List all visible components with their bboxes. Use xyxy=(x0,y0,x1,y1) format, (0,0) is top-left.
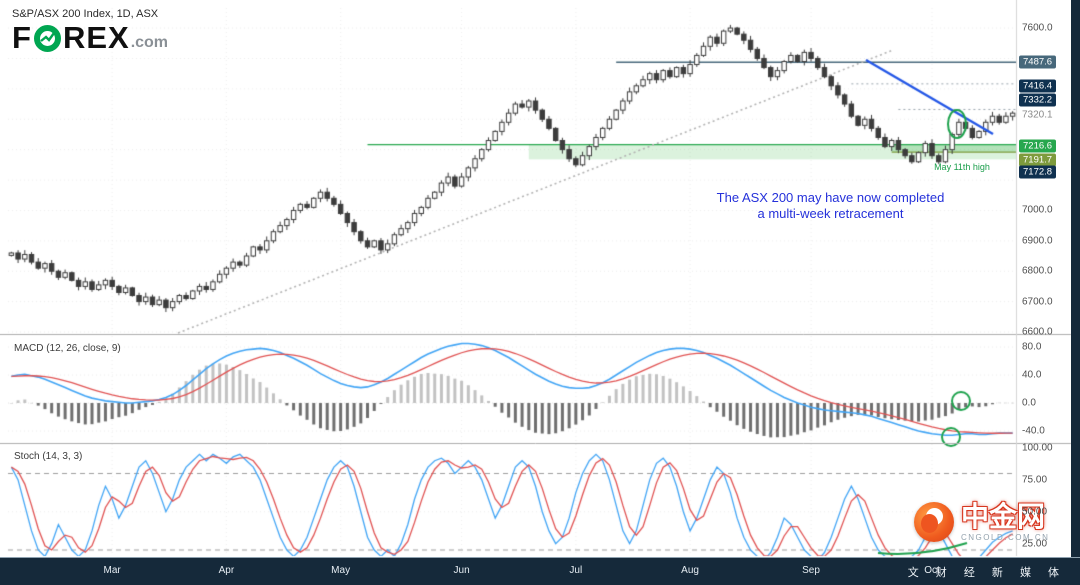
stoch-tick: 75.00 xyxy=(1022,474,1048,486)
price-tick: 7000.0 xyxy=(1022,204,1053,216)
price-level-badge: 7216.6 xyxy=(1019,139,1057,153)
cngold-logo-icon xyxy=(914,502,954,542)
annotation-line-1: The ASX 200 may have now completed xyxy=(716,190,945,205)
price-level-badge: 7172.8 xyxy=(1019,165,1057,179)
stoch-tick: 25.00 xyxy=(1022,538,1048,550)
price-tick: 6700.0 xyxy=(1022,296,1053,308)
forex-logo: F REX .com xyxy=(12,20,169,55)
cngold-brand: 中金网 xyxy=(961,500,1046,532)
annotation-line-2: a multi-week retracement xyxy=(757,206,904,221)
macd-tick: -40.0 xyxy=(1022,425,1045,437)
macd-tick: 40.0 xyxy=(1022,369,1042,381)
cngold-watermark: 中金网 CNGOLD.COM.CN xyxy=(914,502,1049,542)
stoch-label[interactable]: Stoch (14, 3, 3) xyxy=(14,451,83,462)
symbol-title[interactable]: S&P/ASX 200 Index, 1D, ASX xyxy=(12,8,159,20)
month-label: Oct xyxy=(924,565,940,576)
month-label: Jun xyxy=(453,565,470,576)
current-price-tick: 7320.1 xyxy=(1022,109,1053,121)
price-tick: 7600.0 xyxy=(1022,22,1053,34)
price-tick: 6800.0 xyxy=(1022,265,1053,277)
annotation-text[interactable]: The ASX 200 may have now completed a mul… xyxy=(688,190,973,222)
logo-letter-f: F xyxy=(12,20,32,55)
time-axis[interactable]: Mar Apr May Jun Jul Aug Sep Oct 文 财 经 新 媒 体 xyxy=(0,557,1080,585)
chart-header: S&P/ASX 200 Index, 1D, ASX F REX .com xyxy=(12,8,168,53)
price-tick: 6900.0 xyxy=(1022,235,1053,247)
month-label: Apr xyxy=(218,565,235,576)
logo-dotcom: .com xyxy=(130,34,169,51)
month-label: May xyxy=(331,565,351,576)
logo-letters-rex: REX xyxy=(62,20,130,55)
cngold-text: 中金网 CNGOLD.COM.CN xyxy=(961,500,1050,542)
logo-o-icon xyxy=(33,25,61,52)
month-label: Aug xyxy=(681,565,699,576)
month-label: Sep xyxy=(802,565,820,576)
month-label: Jul xyxy=(569,565,583,576)
month-label: Mar xyxy=(103,565,121,576)
stoch-tick: 100.00 xyxy=(1022,442,1053,454)
macd-tick: 0.0 xyxy=(1022,397,1036,409)
price-level-badge: 7416.4 xyxy=(1019,79,1057,93)
cngold-domain: CNGOLD.COM.CN xyxy=(961,532,1050,542)
price-level-badge: 7487.6 xyxy=(1019,55,1057,69)
price-level-badge: 7191.7 xyxy=(1019,153,1057,167)
price-tick: 6600.0 xyxy=(1022,326,1053,338)
macd-tick: 80.0 xyxy=(1022,341,1042,353)
may-high-label: May 11th high xyxy=(934,162,990,172)
price-level-badge: 7332.2 xyxy=(1019,93,1057,107)
watermark-tagline: 文 财 经 新 媒 体 xyxy=(907,567,1066,579)
stoch-tick: 50.00 xyxy=(1022,506,1048,518)
macd-label[interactable]: MACD (12, 26, close, 9) xyxy=(14,343,121,354)
price-axis-strip xyxy=(1071,0,1080,585)
